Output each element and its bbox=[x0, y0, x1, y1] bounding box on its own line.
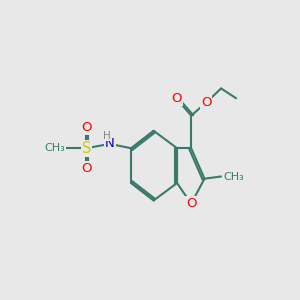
Text: N: N bbox=[105, 137, 115, 150]
Text: H: H bbox=[103, 131, 111, 141]
Text: CH₃: CH₃ bbox=[44, 143, 65, 153]
Text: CH₃: CH₃ bbox=[223, 172, 244, 182]
Text: O: O bbox=[186, 197, 196, 210]
Text: O: O bbox=[201, 96, 211, 109]
Text: O: O bbox=[171, 92, 181, 105]
Text: S: S bbox=[82, 141, 91, 156]
Text: O: O bbox=[81, 121, 92, 134]
Text: O: O bbox=[81, 162, 92, 176]
